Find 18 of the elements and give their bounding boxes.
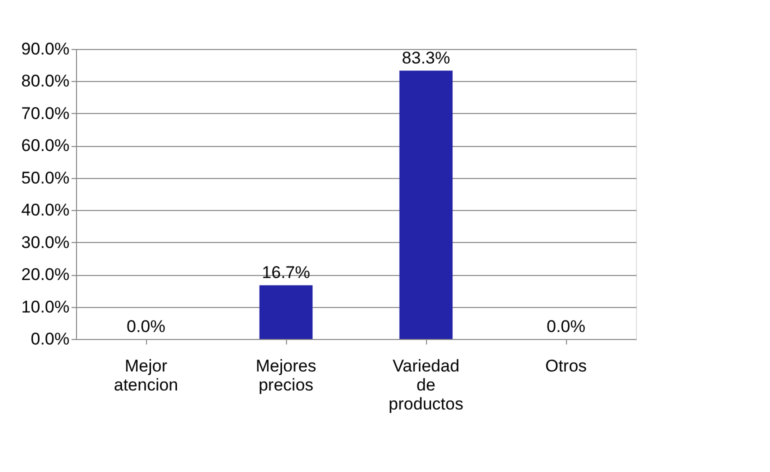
y-tick-label: 90.0% (21, 40, 70, 58)
y-tick-label: 30.0% (21, 232, 70, 252)
x-tick-label: Variedad de productos (388, 356, 464, 414)
y-tick-label: 80.0% (21, 72, 70, 91)
data-label: 0.0% (546, 317, 586, 336)
data-label: 83.3% (402, 48, 450, 68)
x-tick-label: Otros (545, 356, 587, 376)
y-tick-label: 50.0% (21, 168, 70, 188)
x-tick-label: Mejor atencion (114, 356, 178, 394)
y-tick-label: 10.0% (21, 297, 70, 316)
y-tick-label: 0.0% (30, 330, 70, 348)
data-label: 16.7% (262, 263, 310, 282)
y-tick-label: 20.0% (21, 265, 70, 284)
y-tick-label: 70.0% (21, 104, 70, 123)
y-tick-label: 40.0% (21, 200, 70, 220)
data-label: 0.0% (126, 317, 166, 336)
y-tick-label: 60.0% (21, 136, 70, 156)
x-tick-label: Mejores precios (256, 356, 316, 394)
